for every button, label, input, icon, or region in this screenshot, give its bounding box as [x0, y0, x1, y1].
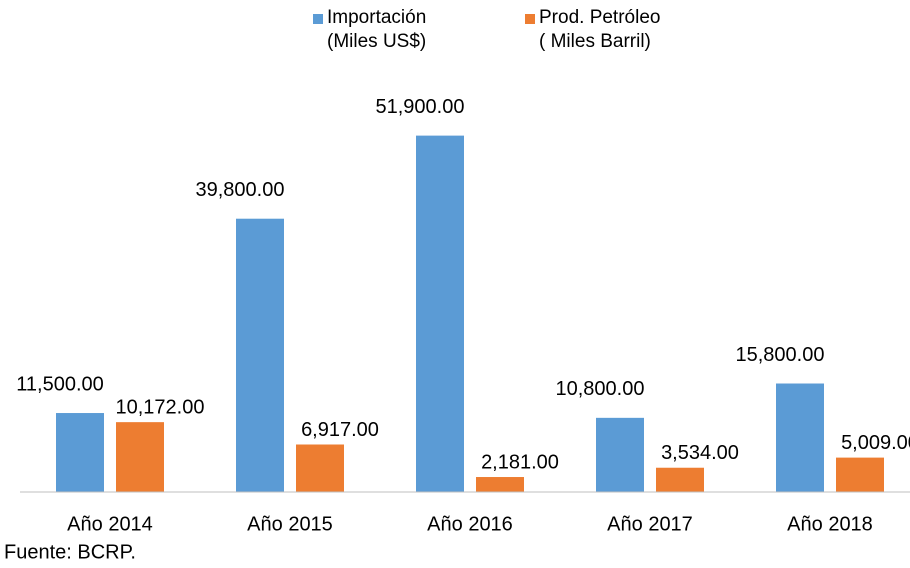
x-tick-label: Año 2017	[607, 513, 693, 535]
x-tick-label: Año 2018	[787, 513, 873, 535]
bar	[596, 417, 644, 492]
x-tick-label: Año 2016	[427, 513, 513, 535]
legend-label: Importación (Miles US$)	[327, 7, 427, 52]
source: Fuente: BCRP.	[4, 541, 136, 563]
data-label: 2,181.00	[481, 451, 559, 473]
x-tick-label: Año 2015	[247, 513, 333, 535]
bar	[56, 413, 104, 492]
bar	[836, 457, 884, 492]
bar	[656, 467, 704, 492]
bar	[236, 218, 284, 492]
data-label: 10,172.00	[116, 396, 205, 418]
data-label: 6,917.00	[301, 419, 379, 441]
data-label: 51,900.00	[376, 96, 465, 118]
bar	[296, 444, 344, 492]
bar	[416, 135, 464, 492]
data-label: 15,800.00	[736, 344, 825, 366]
legend-swatch	[313, 14, 323, 24]
bar	[476, 477, 524, 492]
bar	[116, 422, 164, 492]
data-label: 11,500.00	[16, 373, 104, 395]
data-label: 3,534.00	[661, 442, 739, 464]
bar	[776, 383, 824, 492]
data-label: 5,009.00	[841, 432, 910, 454]
legend-label: Prod. Petróleo ( Miles Barril)	[539, 7, 661, 52]
data-label: 10,800.00	[556, 378, 645, 400]
x-tick-label: Año 2014	[67, 513, 153, 535]
data-label: 39,800.00	[196, 179, 285, 201]
legend-swatch	[525, 14, 535, 24]
